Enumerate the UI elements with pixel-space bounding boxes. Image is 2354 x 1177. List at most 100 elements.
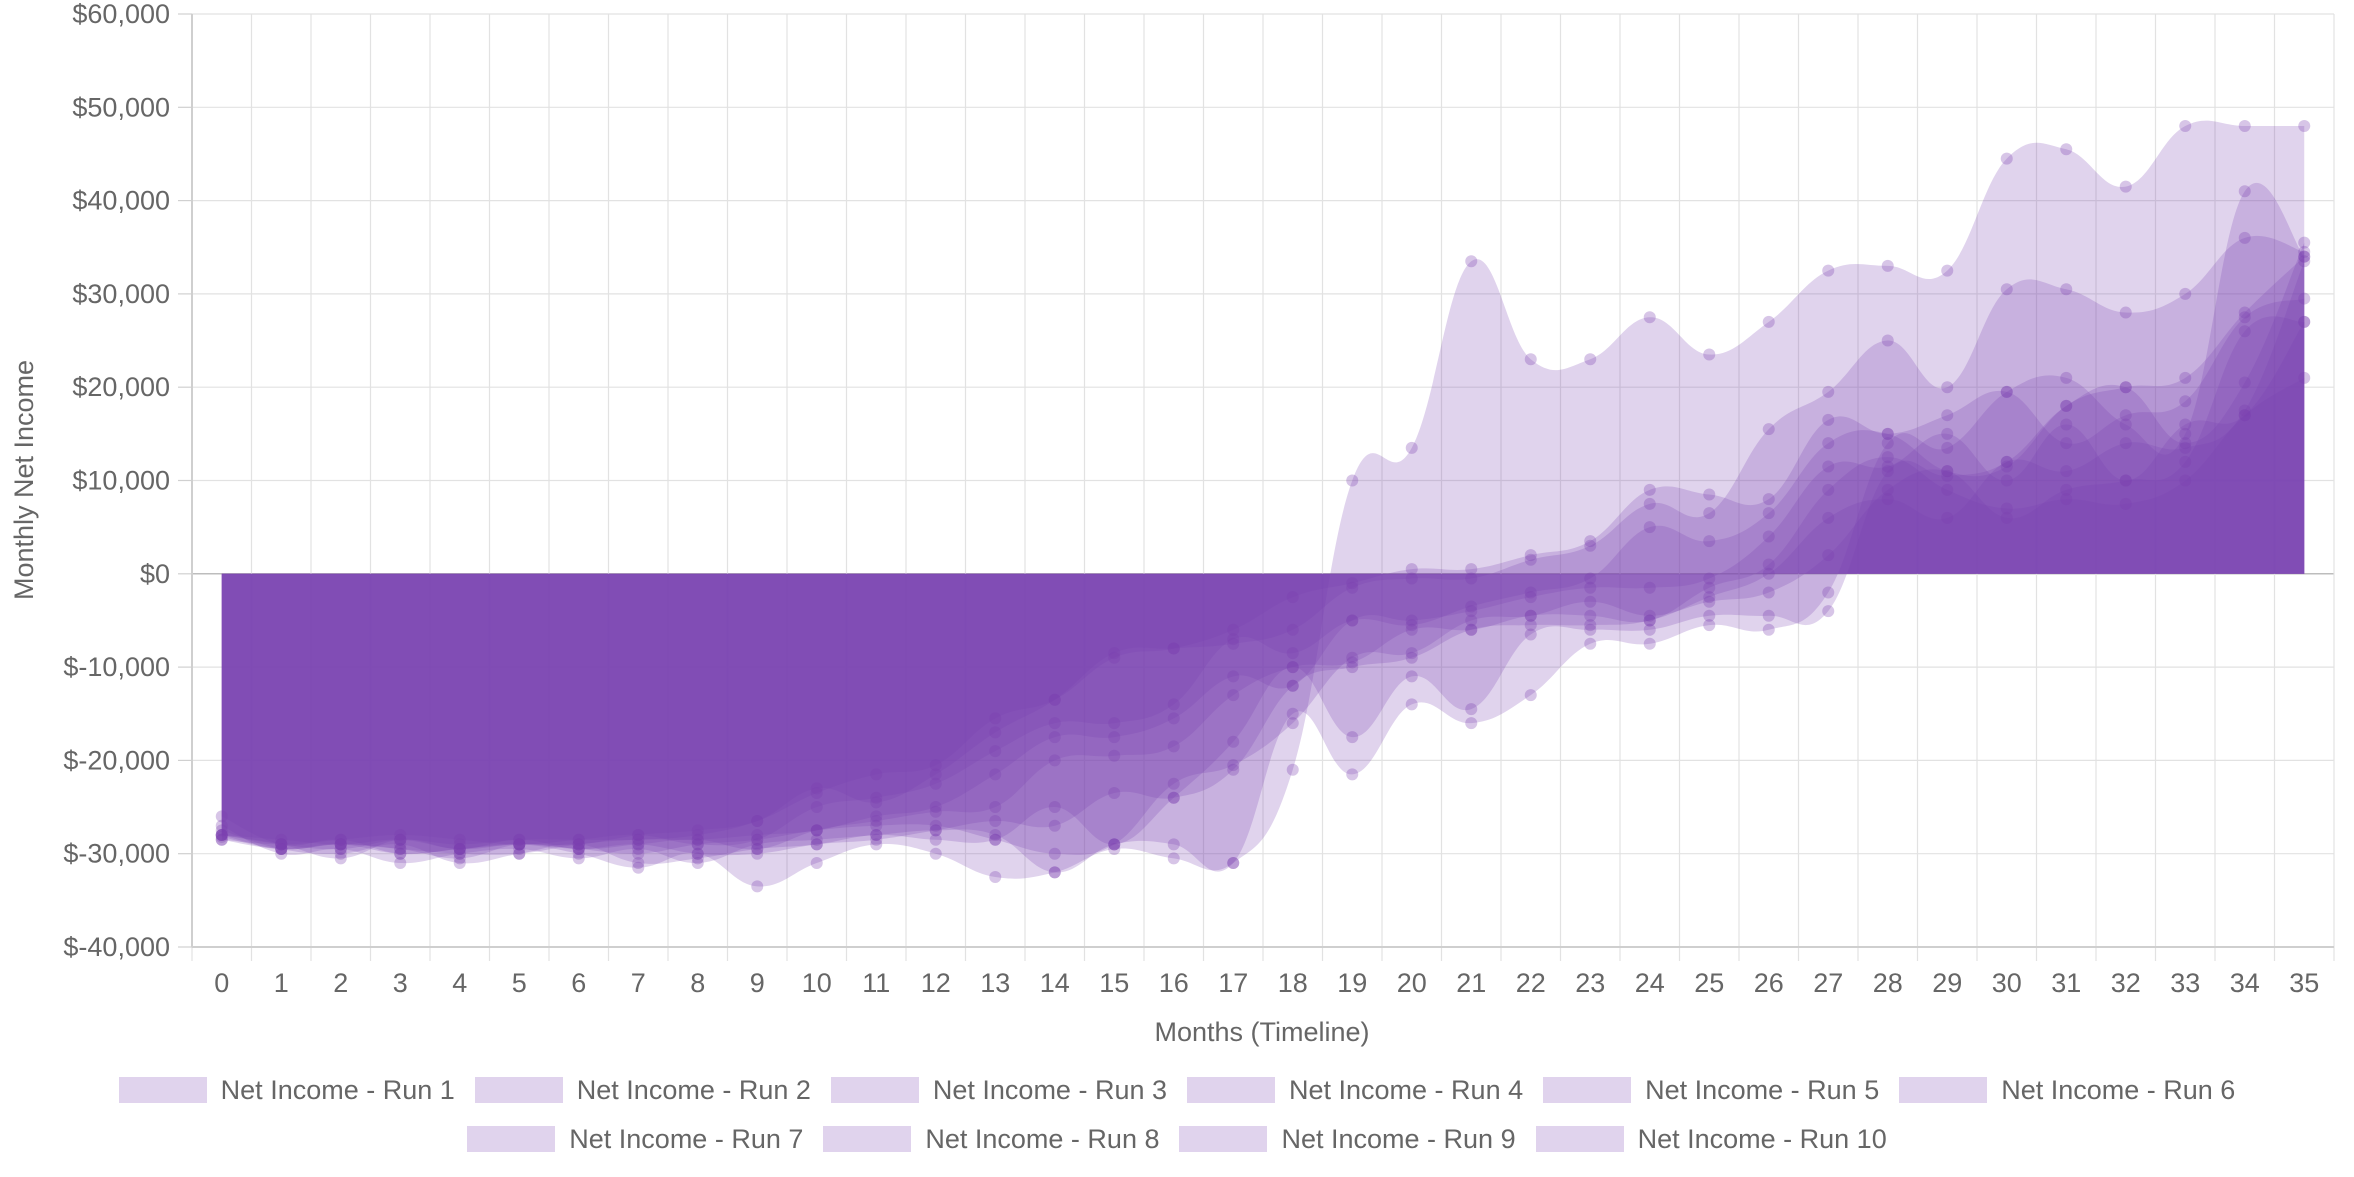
data-point xyxy=(1881,259,1894,272)
data-point xyxy=(1346,651,1359,664)
data-point xyxy=(1108,843,1121,856)
series-area xyxy=(221,182,2305,873)
data-point xyxy=(1108,717,1121,730)
data-point xyxy=(1584,353,1597,366)
data-point xyxy=(1465,605,1478,618)
data-point xyxy=(513,847,526,860)
legend-row-2: Net Income - Run 7 Net Income - Run 8 Net … xyxy=(0,1121,2354,1157)
data-point xyxy=(2000,283,2013,296)
legend-item[interactable]: Net Income - Run 2 xyxy=(474,1072,811,1108)
data-point xyxy=(215,829,228,842)
x-tick-label: 0 xyxy=(214,968,229,998)
legend-item[interactable]: Net Income - Run 5 xyxy=(1543,1072,1879,1108)
data-point xyxy=(394,838,407,851)
data-point xyxy=(1881,451,1894,464)
data-point xyxy=(2238,376,2251,389)
data-point xyxy=(870,829,883,842)
data-point xyxy=(275,843,288,856)
data-point xyxy=(1227,763,1240,776)
data-point xyxy=(1881,427,1894,440)
data-point xyxy=(1286,591,1299,604)
legend-label: Net Income - Run 8 xyxy=(925,1123,1160,1154)
data-point xyxy=(870,815,883,828)
data-point xyxy=(691,847,704,860)
data-point xyxy=(870,768,883,781)
data-point xyxy=(513,838,526,851)
data-point xyxy=(572,838,585,851)
data-point xyxy=(394,847,407,860)
legend-item[interactable]: Net Income - Run 4 xyxy=(1187,1072,1523,1108)
legend-item[interactable]: Net Income - Run 10 xyxy=(1535,1121,1887,1157)
data-point xyxy=(334,833,347,846)
data-point xyxy=(1465,614,1478,627)
data-point xyxy=(751,833,764,846)
data-point xyxy=(810,824,823,837)
data-point xyxy=(1465,717,1478,730)
data-point xyxy=(632,833,645,846)
data-point xyxy=(810,824,823,837)
x-tick-label: 5 xyxy=(512,968,527,998)
legend-label: Net Income - Run 3 xyxy=(932,1074,1167,1105)
data-point xyxy=(1405,614,1418,627)
series-area xyxy=(221,298,2305,850)
x-tick-label: 19 xyxy=(1337,968,1367,998)
x-tick-label: 24 xyxy=(1635,968,1665,998)
data-point xyxy=(394,843,407,856)
data-point xyxy=(1167,852,1180,865)
data-point xyxy=(2119,474,2132,487)
legend-label: Net Income - Run 10 xyxy=(1637,1123,1887,1154)
data-point xyxy=(453,843,466,856)
legend-item[interactable]: Net Income - Run 6 xyxy=(1899,1072,2235,1108)
data-point xyxy=(1108,749,1121,762)
data-point xyxy=(2179,455,2192,468)
legend-item[interactable]: Net Income - Run 7 xyxy=(467,1121,803,1157)
legend-swatch xyxy=(118,1077,207,1103)
data-point xyxy=(1822,586,1835,599)
legend-item[interactable]: Net Income - Run 1 xyxy=(118,1072,455,1108)
legend-item[interactable]: Net Income - Run 3 xyxy=(830,1072,1167,1108)
data-point xyxy=(1941,469,1954,482)
data-point xyxy=(215,829,228,842)
data-point xyxy=(2060,143,2073,156)
data-point xyxy=(2298,292,2311,305)
data-point xyxy=(989,833,1002,846)
legend-item[interactable]: Net Income - Run 8 xyxy=(823,1121,1159,1157)
x-tick-label: 27 xyxy=(1813,968,1843,998)
data-point xyxy=(1167,642,1180,655)
data-point xyxy=(1346,577,1359,590)
data-point xyxy=(810,824,823,837)
data-point xyxy=(1881,483,1894,496)
series-area xyxy=(221,242,2305,864)
data-point xyxy=(2298,119,2311,132)
data-point xyxy=(1941,381,1954,394)
legend-label: Net Income - Run 9 xyxy=(1281,1123,1516,1154)
data-point xyxy=(1762,423,1775,436)
data-point xyxy=(1108,838,1121,851)
legend-label: Net Income - Run 1 xyxy=(220,1074,455,1105)
data-point xyxy=(2119,381,2132,394)
data-point xyxy=(275,843,288,856)
data-point xyxy=(334,838,347,851)
data-point xyxy=(1703,507,1716,520)
data-point xyxy=(334,843,347,856)
data-point xyxy=(1941,264,1954,277)
legend-swatch xyxy=(1899,1077,1988,1103)
series-area xyxy=(221,120,2305,887)
data-point xyxy=(453,833,466,846)
data-point xyxy=(1286,763,1299,776)
data-point xyxy=(632,838,645,851)
data-point xyxy=(1048,801,1061,814)
data-point xyxy=(215,824,228,837)
data-point xyxy=(394,829,407,842)
data-point xyxy=(1881,460,1894,473)
data-point xyxy=(2238,409,2251,422)
x-tick-label: 3 xyxy=(393,968,408,998)
data-point xyxy=(1167,791,1180,804)
data-point xyxy=(334,838,347,851)
legend-item[interactable]: Net Income - Run 9 xyxy=(1179,1121,1516,1157)
data-point xyxy=(929,819,942,832)
data-point xyxy=(215,829,228,842)
data-point xyxy=(2298,250,2311,263)
data-point xyxy=(929,833,942,846)
x-tick-label: 2 xyxy=(333,968,348,998)
